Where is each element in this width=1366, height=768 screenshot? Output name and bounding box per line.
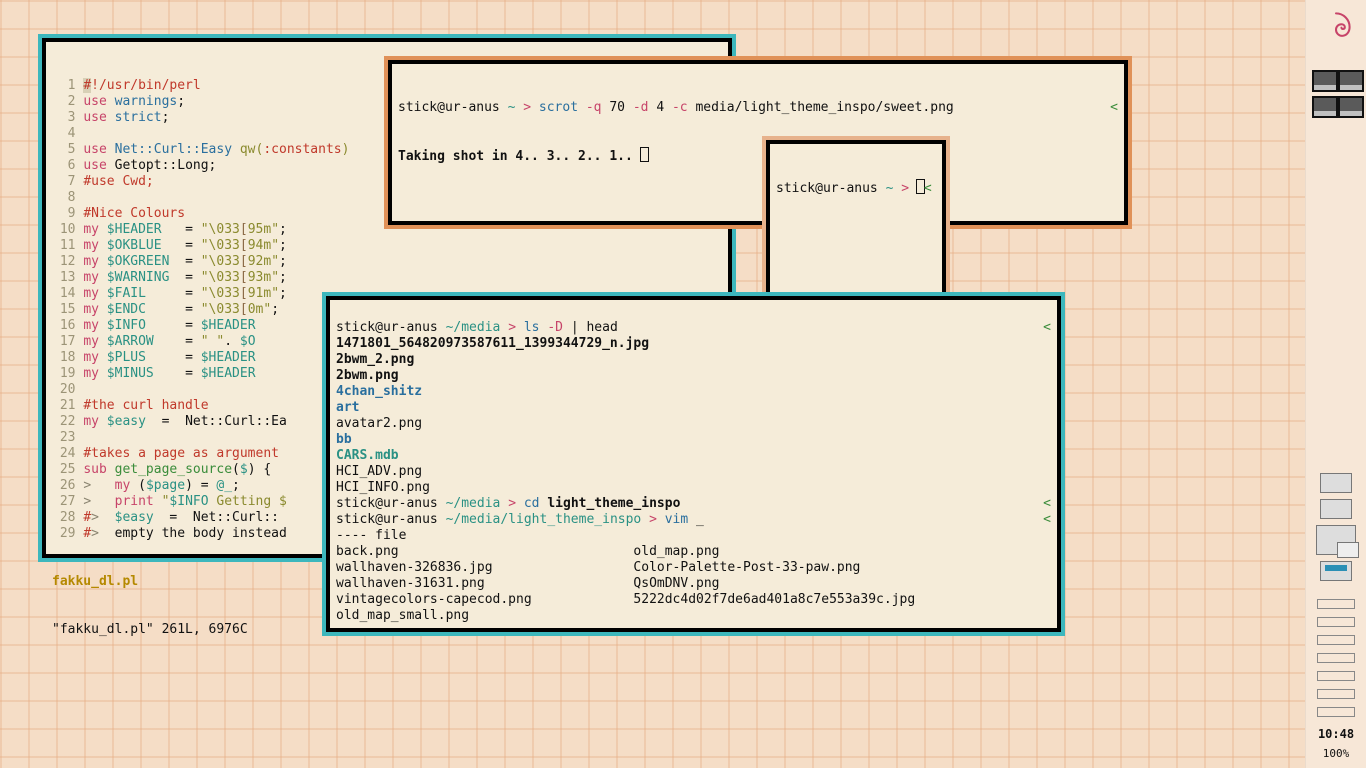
taskbar-window-list (1317, 599, 1355, 717)
tray-icon[interactable] (1320, 473, 1352, 493)
debian-logo-icon[interactable] (1319, 10, 1353, 50)
tray-icon[interactable] (1316, 525, 1356, 555)
tray-icon[interactable] (1320, 499, 1352, 519)
workspace-4[interactable] (1338, 96, 1364, 118)
taskbar-item[interactable] (1317, 635, 1355, 645)
terminal-output: Taking shot in 4.. 3.. 2.. 1.. (398, 148, 1118, 165)
terminal-scrot-window[interactable]: stick@ur-anus ~ > scrot -q 70 -d 4 -c me… (388, 60, 1128, 225)
battery-indicator: 100% (1323, 747, 1350, 760)
workspace-3[interactable] (1312, 96, 1338, 118)
taskbar-item[interactable] (1317, 671, 1355, 681)
workspace-2[interactable] (1338, 70, 1364, 92)
terminal-line[interactable]: stick@ur-anus ~ > < (776, 180, 936, 197)
terminal-line[interactable]: stick@ur-anus ~ > scrot -q 70 -d 4 -c me… (398, 100, 1118, 116)
taskbar-item[interactable] (1317, 617, 1355, 627)
cursor-icon (917, 180, 924, 193)
taskbar-item[interactable] (1317, 599, 1355, 609)
terminal-ls-window[interactable]: stick@ur-anus ~/media > ls -D | head<147… (326, 296, 1061, 632)
clock[interactable]: 10:48 (1318, 727, 1354, 741)
workspace-pager[interactable] (1312, 70, 1360, 118)
system-tray (1316, 473, 1356, 581)
taskbar-item[interactable] (1317, 689, 1355, 699)
tray-icon[interactable] (1320, 561, 1352, 581)
taskbar-panel: 10:48 100% (1305, 0, 1366, 768)
terminal-content[interactable]: stick@ur-anus ~/media > ls -D | head<147… (336, 320, 1051, 624)
taskbar-item[interactable] (1317, 653, 1355, 663)
workspace-1[interactable] (1312, 70, 1338, 92)
terminal-small-window[interactable]: stick@ur-anus ~ > < (766, 140, 946, 305)
taskbar-item[interactable] (1317, 707, 1355, 717)
cursor-icon (641, 148, 648, 161)
